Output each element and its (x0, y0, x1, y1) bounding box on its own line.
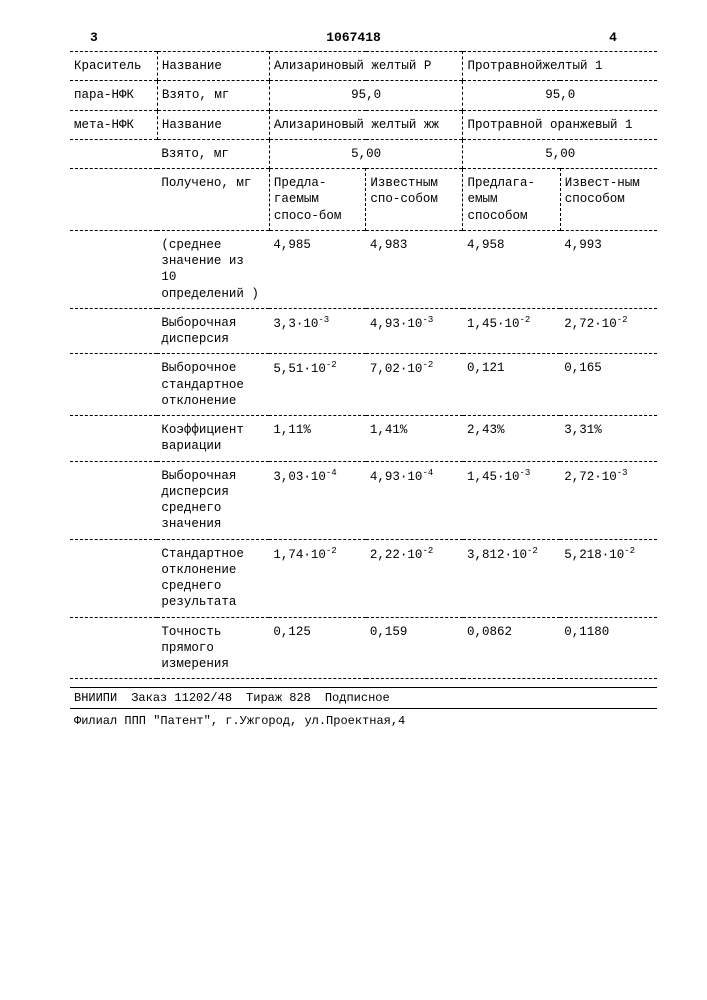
cell: 5,00 (463, 139, 657, 168)
cell: Ализариновый желтый жж (269, 110, 463, 139)
cell: 5,51·10-2 (269, 354, 366, 416)
cell: 7,02·10-2 (366, 354, 463, 416)
footer-org: ВНИИПИ (74, 691, 117, 705)
cell: Точность прямого измерения (157, 617, 269, 679)
col-header: Предлага-емым способом (463, 169, 560, 231)
data-table: Краситель Название Ализариновый желтый Р… (70, 51, 657, 679)
cell: 4,985 (269, 230, 366, 308)
cell: 1,45·10-2 (463, 308, 560, 354)
cell: 2,72·10-2 (560, 308, 657, 354)
footer-order: Заказ 11202/48 (131, 691, 232, 705)
col-header: Известным спо-собом (366, 169, 463, 231)
col-header: Извест-ным способом (560, 169, 657, 231)
cell: Взято, мг (157, 81, 269, 110)
doc-number: 1067418 (326, 30, 381, 45)
cell: 2,72·10-3 (560, 461, 657, 539)
cell: 1,74·10-2 (269, 539, 366, 617)
footer: ВНИИПИ Заказ 11202/48 Тираж 828 Подписно… (70, 687, 657, 733)
cell: Коэффициент вариации (157, 416, 269, 462)
footer-tirage: Тираж 828 (246, 691, 311, 705)
cell: (среднее значение из 10 определений ) (157, 230, 269, 308)
cell: Выборочное стандартное отклонение (157, 354, 269, 416)
footer-line-1: ВНИИПИ Заказ 11202/48 Тираж 828 Подписно… (70, 688, 657, 709)
cell: Название (157, 52, 269, 81)
cell: 5,00 (269, 139, 463, 168)
cell: 2,22·10-2 (366, 539, 463, 617)
cell: Название (157, 110, 269, 139)
row-label (70, 139, 157, 168)
cell: 3,812·10-2 (463, 539, 560, 617)
cell: Выборочная дисперсия среднего значения (157, 461, 269, 539)
cell: 4,993 (560, 230, 657, 308)
cell: 3,03·10-4 (269, 461, 366, 539)
cell: 0,125 (269, 617, 366, 679)
cell: Протравной оранжевый 1 (463, 110, 657, 139)
cell: 3,31% (560, 416, 657, 462)
cell: 0,0862 (463, 617, 560, 679)
cell: 1,11% (269, 416, 366, 462)
row-label: мета-НФК (70, 110, 157, 139)
cell: 0,165 (560, 354, 657, 416)
cell: 0,159 (366, 617, 463, 679)
cell: 4,983 (366, 230, 463, 308)
cell: Взято, мг (157, 139, 269, 168)
row-label: пара-НФК (70, 81, 157, 110)
page-header-numbers: 3 1067418 4 (70, 30, 657, 45)
cell: 1,45·10-3 (463, 461, 560, 539)
col-header: Предла-гаемым спосо-бом (269, 169, 366, 231)
cell: 5,218·10-2 (560, 539, 657, 617)
cell: Стандартное отклонение среднего результа… (157, 539, 269, 617)
row-label (70, 169, 157, 231)
document-page: 3 1067418 4 Краситель Название Ализарино… (0, 0, 707, 763)
cell: Выборочная дисперсия (157, 308, 269, 354)
cell: Получено, мг (157, 169, 269, 231)
cell: 0,1180 (560, 617, 657, 679)
cell: 4,93·10-4 (366, 461, 463, 539)
cell: 95,0 (463, 81, 657, 110)
cell: 4,958 (463, 230, 560, 308)
cell: 95,0 (269, 81, 463, 110)
cell: Ализариновый желтый Р (269, 52, 463, 81)
footer-address: Филиал ППП "Патент", г.Ужгород, ул.Проек… (70, 709, 657, 733)
page-num-left: 3 (90, 30, 98, 45)
cell: 1,41% (366, 416, 463, 462)
cell: 4,93·10-3 (366, 308, 463, 354)
cell: 2,43% (463, 416, 560, 462)
cell: 3,3·10-3 (269, 308, 366, 354)
cell: Протравнойжелтый 1 (463, 52, 657, 81)
footer-sub: Подписное (325, 691, 390, 705)
row-label: Краситель (70, 52, 157, 81)
page-num-right: 4 (609, 30, 617, 45)
cell: 0,121 (463, 354, 560, 416)
